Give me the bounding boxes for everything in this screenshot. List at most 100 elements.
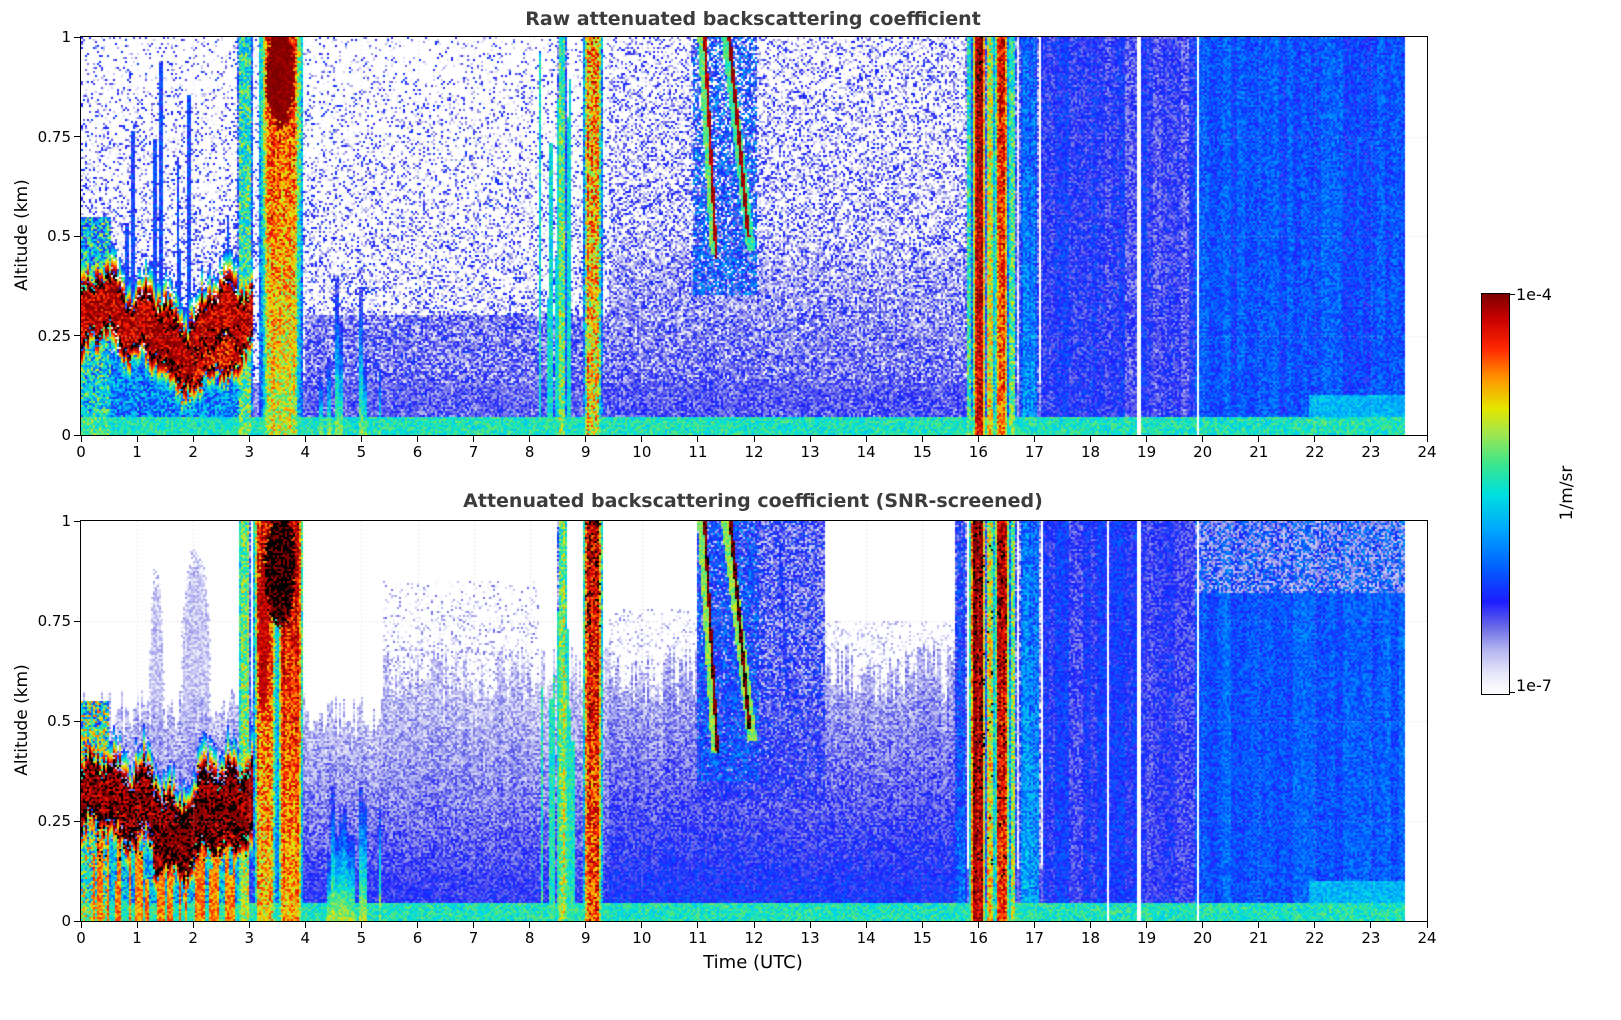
- x-tick-label: 13: [800, 929, 820, 947]
- x-tick-label: 21: [1249, 929, 1269, 947]
- x-tick-mark: [1033, 922, 1035, 928]
- colorbar-unit-label: 1/m/sr: [1557, 465, 1577, 521]
- x-tick-label: 12: [744, 929, 764, 947]
- panel-screened-ylabel: Altitude (km): [12, 664, 32, 776]
- x-tick-mark: [1090, 436, 1091, 442]
- panel-screened-title: Attenuated backscattering coefficient (S…: [463, 490, 1043, 512]
- x-tick-label: 11: [688, 443, 708, 461]
- x-tick-mark: [1033, 436, 1035, 442]
- y-tick-mark: [74, 720, 80, 722]
- x-tick-mark: [1370, 922, 1372, 928]
- x-tick-mark: [473, 436, 475, 442]
- x-tick-mark: [977, 436, 979, 442]
- y-tick-mark: [74, 620, 80, 622]
- x-tick-label: 20: [1193, 929, 1213, 947]
- x-tick-mark: [1314, 922, 1316, 928]
- x-tick-mark: [1426, 436, 1428, 442]
- x-tick-label: 16: [968, 929, 988, 947]
- x-tick-mark: [1090, 922, 1091, 928]
- x-tick-label: 0: [76, 443, 86, 461]
- x-tick-label: 3: [244, 443, 255, 461]
- x-tick-label: 15: [912, 443, 932, 461]
- x-tick-mark: [809, 436, 811, 442]
- y-tick-label: 0.25: [37, 812, 71, 830]
- y-tick-label: 0.75: [37, 612, 71, 630]
- x-tick-mark: [136, 922, 138, 928]
- colorbar-max-label: 1e-4: [1516, 285, 1552, 304]
- y-tick-mark: [74, 434, 80, 436]
- x-tick-mark: [80, 436, 82, 442]
- x-tick-label: 5: [356, 443, 367, 461]
- x-tick-label: 9: [580, 929, 591, 947]
- x-tick-label: 11: [688, 929, 708, 947]
- x-tick-mark: [360, 436, 362, 442]
- x-tick-label: 24: [1417, 443, 1437, 461]
- x-tick-label: 8: [524, 929, 535, 947]
- x-tick-mark: [1258, 436, 1260, 442]
- y-tick-mark: [74, 335, 80, 336]
- x-tick-mark: [1314, 436, 1316, 442]
- x-tick-label: 12: [744, 443, 764, 461]
- x-tick-mark: [529, 436, 531, 442]
- x-tick-mark: [192, 436, 194, 442]
- x-tick-label: 7: [468, 929, 479, 947]
- x-tick-mark: [192, 922, 194, 928]
- x-tick-label: 14: [856, 443, 876, 461]
- x-tick-mark: [1258, 922, 1260, 928]
- x-tick-label: 23: [1361, 443, 1381, 461]
- x-tick-label: 22: [1305, 443, 1325, 461]
- y-tick-label: 1: [61, 512, 71, 530]
- x-tick-mark: [1426, 922, 1428, 928]
- x-tick-mark: [585, 922, 587, 928]
- x-tick-label: 16: [968, 443, 988, 461]
- x-axis-label: Time (UTC): [703, 952, 803, 973]
- x-tick-label: 2: [188, 443, 198, 461]
- x-tick-mark: [80, 922, 82, 928]
- colorbar: [1481, 293, 1510, 695]
- x-tick-mark: [697, 436, 699, 442]
- x-tick-mark: [921, 436, 923, 442]
- colorbar-min-label: 1e-7: [1516, 676, 1552, 695]
- x-tick-mark: [1202, 436, 1204, 442]
- x-tick-label: 4: [300, 443, 311, 461]
- x-tick-label: 20: [1193, 443, 1213, 461]
- x-tick-label: 6: [412, 443, 423, 461]
- x-tick-label: 14: [856, 929, 876, 947]
- x-tick-mark: [809, 922, 811, 928]
- x-tick-label: 15: [912, 929, 932, 947]
- y-tick-label: 0.75: [37, 127, 71, 146]
- x-tick-label: 22: [1305, 929, 1325, 947]
- y-tick-label: 1: [61, 28, 71, 46]
- x-tick-mark: [641, 436, 643, 442]
- y-tick-mark: [74, 235, 80, 237]
- y-tick-mark: [74, 820, 80, 822]
- y-tick-label: 0: [61, 426, 71, 444]
- heatmap-screened: [80, 520, 1428, 922]
- x-tick-label: 4: [300, 929, 311, 947]
- x-tick-label: 1: [132, 443, 142, 461]
- x-tick-label: 8: [524, 443, 535, 461]
- y-tick-mark: [74, 920, 80, 922]
- colorbar-top-tick: [1510, 294, 1515, 295]
- heatmap-raw: [80, 36, 1428, 436]
- x-tick-label: 21: [1249, 443, 1269, 461]
- x-tick-label: 19: [1137, 443, 1157, 461]
- y-tick-label: 0.5: [47, 227, 71, 245]
- y-tick-mark: [74, 520, 80, 522]
- x-tick-mark: [865, 922, 867, 928]
- x-tick-mark: [753, 922, 755, 928]
- colorbar-bottom-tick: [1510, 692, 1515, 693]
- x-tick-mark: [136, 436, 138, 442]
- x-tick-label: 13: [800, 443, 820, 461]
- x-tick-label: 24: [1417, 929, 1437, 947]
- x-tick-mark: [641, 922, 643, 928]
- x-tick-mark: [697, 922, 699, 928]
- x-tick-label: 5: [356, 929, 367, 947]
- x-tick-label: 0: [76, 929, 86, 947]
- x-tick-mark: [1370, 436, 1372, 442]
- y-tick-label: 0: [61, 912, 71, 930]
- x-tick-mark: [585, 436, 587, 442]
- x-tick-label: 18: [1080, 929, 1101, 947]
- x-tick-mark: [753, 436, 755, 442]
- x-tick-label: 7: [468, 443, 479, 461]
